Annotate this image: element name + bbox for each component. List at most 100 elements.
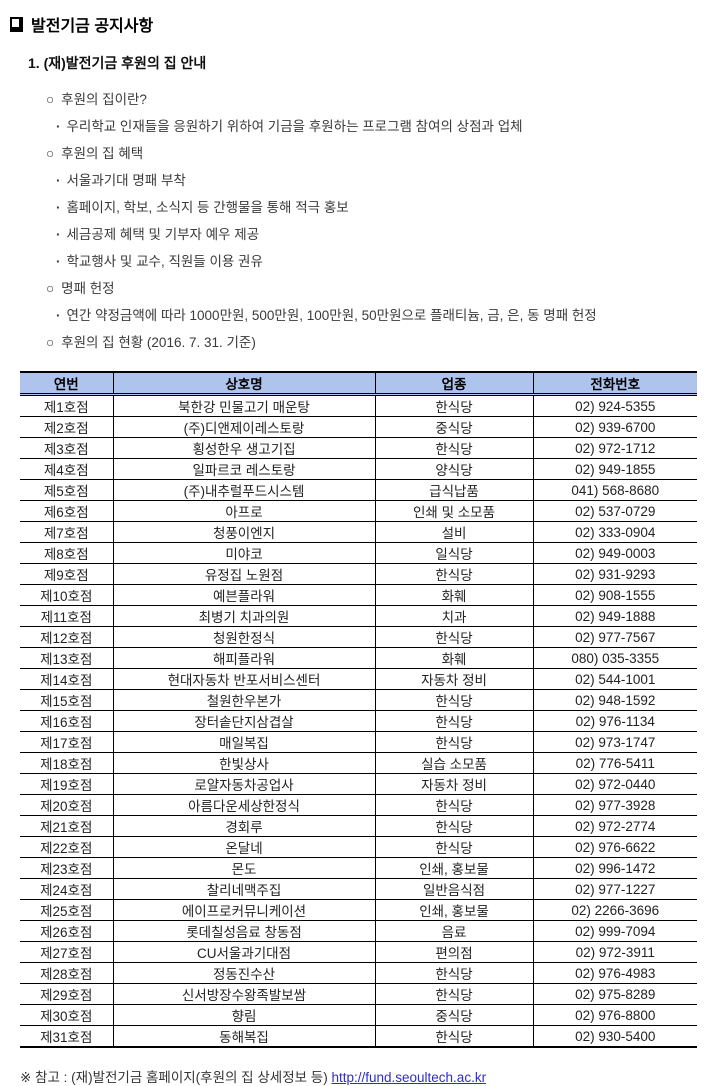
cell-business-type: 한식당: [374, 437, 533, 459]
cell-business-type: 중식당: [374, 1004, 533, 1026]
cell-business-type: 한식당: [374, 815, 533, 837]
cell-shop-name: 온달네: [112, 836, 375, 858]
bullet-marker: ·: [56, 173, 61, 188]
cell-phone: 02) 999-7094: [532, 920, 697, 942]
table-row: 제31호점 동해복집 한식당 02) 930-5400: [20, 1025, 697, 1048]
bullet-text: 명패 헌정: [61, 281, 115, 296]
cell-shop-name: 향림: [112, 1004, 375, 1026]
cell-shop-name: 한빛상사: [112, 752, 375, 774]
table-row: 제7호점 청풍이엔지 설비 02) 333-0904: [20, 521, 697, 543]
cell-phone: 02) 973-1747: [532, 731, 697, 753]
fund-homepage-link[interactable]: http://fund.seoultech.ac.kr: [331, 1070, 487, 1085]
header-cell-number: 연번: [20, 372, 113, 396]
cell-phone: 02) 544-1001: [532, 668, 697, 690]
cell-phone: 02) 972-3911: [532, 941, 697, 963]
cell-number: 제17호점: [20, 731, 113, 753]
cell-shop-name: 북한강 민물고기 매운탕: [112, 394, 375, 417]
cell-business-type: 인쇄 및 소모품: [374, 500, 533, 522]
cell-phone: 02) 972-2774: [532, 815, 697, 837]
table-row: 제14호점 현대자동차 반포서비스센터 자동차 정비 02) 544-1001: [20, 668, 697, 690]
bullet-marker: ○: [46, 281, 55, 296]
table-row: 제17호점 매일복집 한식당 02) 973-1747: [20, 731, 697, 753]
cell-number: 제1호점: [20, 394, 113, 417]
cell-number: 제30호점: [20, 1004, 113, 1026]
cell-phone: 080) 035-3355: [532, 647, 697, 669]
cell-shop-name: 경회루: [112, 815, 375, 837]
cell-phone: 02) 2266-3696: [532, 899, 697, 921]
cell-shop-name: 찰리네맥주집: [112, 878, 375, 900]
cell-phone: 02) 333-0904: [532, 521, 697, 543]
cell-shop-name: 횡성한우 생고기집: [112, 437, 375, 459]
supporters-table: 연번 상호명 업종 전화번호 제1호점 북한강 민물고기 매운탕 한식당 02)…: [20, 371, 697, 1048]
table-row: 제21호점 경회루 한식당 02) 972-2774: [20, 815, 697, 837]
bullet-text: 서울과기대 명패 부착: [66, 173, 186, 188]
table-row: 제28호점 정동진수산 한식당 02) 976-4983: [20, 962, 697, 984]
cell-number: 제5호점: [20, 479, 113, 501]
cell-shop-name: 몬도: [112, 857, 375, 879]
bullet-marker: ·: [56, 254, 61, 269]
cell-shop-name: 에이프로커뮤니케이션: [112, 899, 375, 921]
cell-shop-name: 현대자동차 반포서비스센터: [112, 668, 375, 690]
page-title: 발전기금 공지사항: [31, 18, 154, 35]
bullet-item: ○ 후원의 집이란?: [10, 86, 707, 113]
cell-business-type: 한식당: [374, 836, 533, 858]
cell-shop-name: 청풍이엔지: [112, 521, 375, 543]
cell-shop-name: 로얄자동차공업사: [112, 773, 375, 795]
cell-shop-name: 예븐플라워: [112, 584, 375, 606]
bullet-marker: ·: [56, 200, 61, 215]
cell-business-type: 일식당: [374, 542, 533, 564]
section-title: 1. (재)발전기금 후원의 집 안내: [28, 55, 207, 71]
cell-phone: 02) 996-1472: [532, 857, 697, 879]
cell-number: 제24호점: [20, 878, 113, 900]
cell-number: 제15호점: [20, 689, 113, 711]
cell-phone: 02) 537-0729: [532, 500, 697, 522]
cell-shop-name: 정동진수산: [112, 962, 375, 984]
footer-text: ※ 참고 : (재)발전기금 홈페이지(후원의 집 상세정보 등): [20, 1070, 328, 1085]
cell-shop-name: 신서방장수왕족발보쌈: [112, 983, 375, 1005]
cell-business-type: 한식당: [374, 794, 533, 816]
cell-number: 제4호점: [20, 458, 113, 480]
bullet-item: ○ 후원의 집 혜택: [10, 140, 707, 167]
cell-number: 제11호점: [20, 605, 113, 627]
page-title-row: 발전기금 공지사항: [10, 12, 707, 36]
cell-shop-name: 미야코: [112, 542, 375, 564]
table-row: 제27호점 CU서울과기대점 편의점 02) 972-3911: [20, 941, 697, 963]
cell-number: 제12호점: [20, 626, 113, 648]
cell-phone: 02) 975-8289: [532, 983, 697, 1005]
cell-phone: 02) 977-7567: [532, 626, 697, 648]
table-row: 제25호점 에이프로커뮤니케이션 인쇄, 홍보물 02) 2266-3696: [20, 899, 697, 921]
table-row: 제29호점 신서방장수왕족발보쌈 한식당 02) 975-8289: [20, 983, 697, 1005]
cell-phone: 02) 949-1888: [532, 605, 697, 627]
cell-phone: 02) 949-0003: [532, 542, 697, 564]
cell-shop-name: 청원한정식: [112, 626, 375, 648]
cell-number: 제2호점: [20, 416, 113, 438]
bullet-text: 후원의 집 현황 (2016. 7. 31. 기준): [61, 335, 256, 350]
cell-business-type: 한식당: [374, 626, 533, 648]
cell-business-type: 중식당: [374, 416, 533, 438]
table-header-row: 연번 상호명 업종 전화번호: [20, 372, 697, 396]
cell-phone: 02) 977-3928: [532, 794, 697, 816]
table-row: 제10호점 예븐플라워 화훼 02) 908-1555: [20, 584, 697, 606]
cell-phone: 02) 976-8800: [532, 1004, 697, 1026]
cell-number: 제6호점: [20, 500, 113, 522]
cell-phone: 02) 977-1227: [532, 878, 697, 900]
cell-phone: 02) 949-1855: [532, 458, 697, 480]
cell-number: 제26호점: [20, 920, 113, 942]
cell-shop-name: 장터솥단지삼겹살: [112, 710, 375, 732]
cell-shop-name: 철원한우본가: [112, 689, 375, 711]
cell-phone: 02) 948-1592: [532, 689, 697, 711]
cell-business-type: 한식당: [374, 983, 533, 1005]
cell-phone: 02) 930-5400: [532, 1025, 697, 1048]
cell-phone: 02) 972-1712: [532, 437, 697, 459]
bullet-marker: ·: [56, 227, 61, 242]
bullet-item: ○ 후원의 집 현황 (2016. 7. 31. 기준): [10, 329, 707, 356]
cell-number: 제21호점: [20, 815, 113, 837]
cell-number: 제7호점: [20, 521, 113, 543]
cell-business-type: 인쇄, 홍보물: [374, 857, 533, 879]
cell-phone: 02) 776-5411: [532, 752, 697, 774]
cell-business-type: 급식납품: [374, 479, 533, 501]
bullet-text: 후원의 집이란?: [61, 92, 147, 107]
table-row: 제26호점 롯데칠성음료 창동점 음료 02) 999-7094: [20, 920, 697, 942]
cell-business-type: 자동차 정비: [374, 773, 533, 795]
bullet-item: · 학교행사 및 교수, 직원들 이용 권유: [10, 248, 707, 275]
